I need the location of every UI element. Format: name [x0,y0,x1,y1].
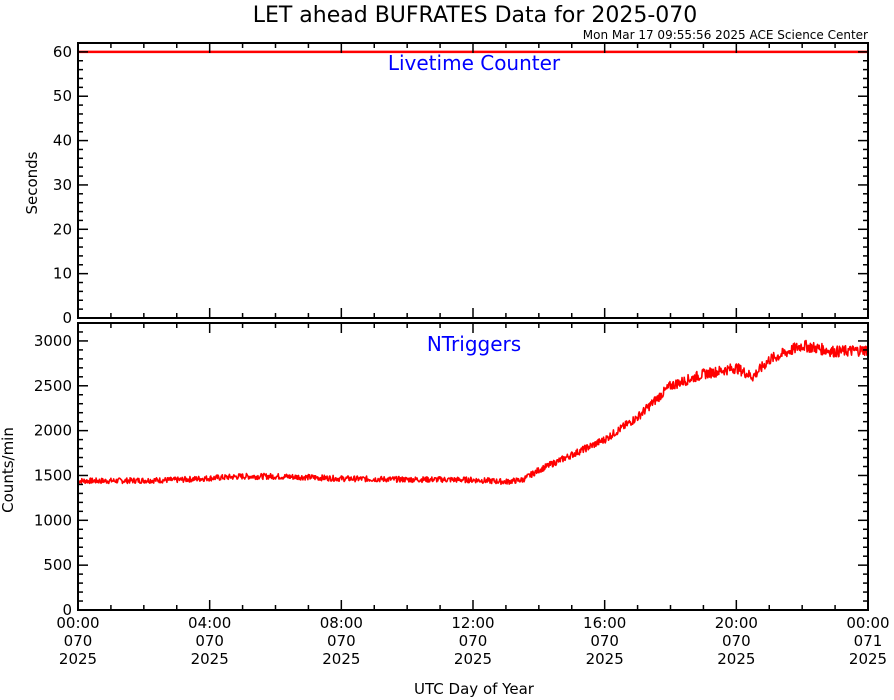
ntriggers-y-tick-label: 2500 [34,377,72,395]
x-tick-time-label: 20:00 [715,614,758,632]
x-tick-year-label: 2025 [717,650,755,668]
x-axis-label: UTC Day of Year [414,680,535,698]
ntriggers-y-tick-label: 0 [62,601,72,619]
x-tick-doy-label: 070 [327,632,356,650]
chart-title: LET ahead BUFRATES Data for 2025-070 [253,3,698,28]
ntriggers-line [77,339,869,486]
livetime-panel-title: Livetime Counter [388,51,561,75]
livetime-plot-frame [77,42,869,319]
x-tick-doy-label: 070 [64,632,93,650]
x-tick-time-label: 00:00 [56,614,99,632]
x-tick-year-label: 2025 [849,650,887,668]
ntriggers-y-tick-label: 3000 [34,332,72,350]
x-tick-doy-label: 070 [195,632,224,650]
ntriggers-series [77,339,869,486]
ntriggers-panel-title: NTriggers [427,332,521,356]
ntriggers-y-tick-label: 500 [43,556,72,574]
x-tick-doy-label: 070 [590,632,619,650]
ntriggers-y-tick-label: 1000 [34,511,72,529]
x-tick-year-label: 2025 [59,650,97,668]
x-tick-time-label: 16:00 [583,614,626,632]
x-tick-time-label: 12:00 [451,614,494,632]
livetime-y-axis-label: Seconds [23,151,41,214]
x-tick-time-label: 08:00 [320,614,363,632]
ntriggers-y-tick-label: 1500 [34,466,72,484]
x-tick-year-label: 2025 [322,650,360,668]
ntriggers-y-tick-label: 2000 [34,422,72,440]
livetime-y-tick-label: 0 [62,309,72,327]
x-tick-time-label: 04:00 [188,614,231,632]
x-tick-year-label: 2025 [454,650,492,668]
x-tick-time-label: 00:00 [846,614,889,632]
x-tick-year-label: 2025 [586,650,624,668]
x-tick-doy-label: 070 [722,632,751,650]
ntriggers-y-axis-label: Counts/min [0,427,17,513]
ntriggers-plot-frame [77,322,869,611]
livetime-y-tick-label: 20 [53,220,72,238]
livetime-y-tick-label: 40 [53,132,72,150]
livetime-y-tick-label: 60 [53,43,72,61]
livetime-panel: 0 10 20 30 40 50 60 Livetime Counter Seconds [23,42,869,327]
x-tick-doy-label: 071 [854,632,883,650]
livetime-y-tick-label: 50 [53,87,72,105]
x-tick-doy-label: 070 [459,632,488,650]
livetime-y-tick-label: 10 [53,265,72,283]
timestamp-label: Mon Mar 17 09:55:56 2025 ACE Science Cen… [583,28,868,42]
ntriggers-panel: 0 500 1000 1500 2000 2500 3000 NTriggers Count… [0,322,869,619]
livetime-y-tick-label: 30 [53,176,72,194]
x-tick-year-label: 2025 [191,650,229,668]
